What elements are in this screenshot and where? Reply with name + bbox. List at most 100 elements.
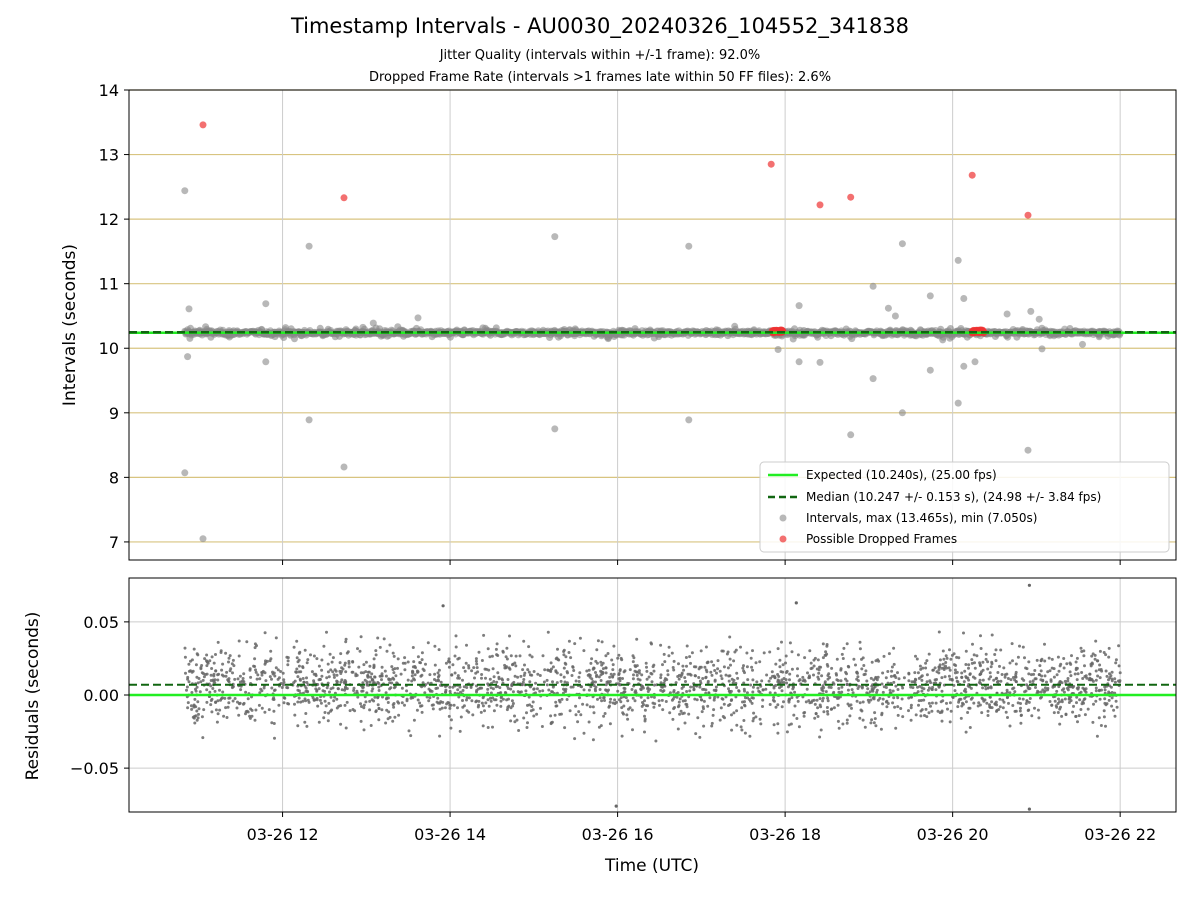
residual-point [776,722,780,726]
residual-point [315,689,319,693]
residual-point [713,669,717,672]
interval-point [610,333,618,340]
residual-point [253,657,257,661]
residual-point [249,675,253,679]
residual-point [920,678,924,682]
residual-point [1066,688,1070,692]
residual-point [948,677,952,681]
residual-point [924,707,928,711]
residual-point [751,719,755,723]
residual-point [1103,697,1107,701]
residual-point [331,670,335,674]
residual-point [255,677,259,681]
residual-point [196,700,200,704]
interval-point [631,325,639,333]
residual-point [210,710,214,714]
residual-point [477,650,481,654]
residual-point [587,720,591,724]
residual-point [778,658,782,662]
residual-point [635,637,639,641]
residual-point [776,647,780,651]
residual-point [585,703,589,707]
legend-intervals-label: Intervals, max (13.465s), min (7.050s) [806,511,1037,525]
residual-point [409,734,413,738]
residual-point [353,709,357,713]
residual-point [653,702,657,706]
residual-point [796,674,799,678]
residual-point [873,717,877,721]
residual-point [590,657,594,661]
residual-point [1091,720,1095,724]
interval-outlier-point [414,314,422,322]
residual-point [749,699,752,703]
residual-point [256,673,260,677]
residual-point [297,658,301,662]
residual-point [1028,687,1032,690]
residual-point [682,668,686,672]
residual-point [522,716,526,720]
residual-point [1034,686,1037,689]
residual-point [562,648,566,652]
residual-point [420,651,424,655]
residual-point [412,718,416,722]
residual-point [869,721,873,725]
residual-point [819,728,823,732]
residual-point [565,698,569,701]
residual-point [263,710,267,714]
residual-point [1091,652,1095,656]
residual-point [803,711,807,714]
residual-point [830,666,834,670]
residual-point [966,711,970,714]
interval-outlier-point [869,282,877,290]
residual-point [706,660,710,664]
residual-point [694,674,697,678]
residual-point [964,730,968,734]
residual-point [749,656,753,660]
residual-point [953,671,957,675]
residual-point [198,690,202,694]
residual-point [826,664,830,668]
residual-point [948,648,951,652]
residual-point [759,722,763,726]
residual-point [1025,683,1029,687]
residual-point [578,696,581,700]
residual-point [637,669,641,673]
residual-point [380,708,384,712]
residual-point [688,655,692,659]
interval-outlier-point [685,242,693,250]
residual-point [927,701,931,705]
residual-point [264,659,267,663]
residual-point [340,670,344,673]
residual-point [1082,649,1086,653]
residual-point [471,713,475,717]
residual-point [304,689,308,693]
residual-point [318,698,322,702]
residual-point [677,704,681,707]
residual-point [631,728,634,732]
residual-point [504,666,508,670]
top-y-axis-label: Intervals (seconds) [60,244,80,406]
residual-point [1099,724,1103,727]
residual-point [597,675,601,679]
residual-point [928,679,932,683]
residual-point [835,696,839,700]
residual-point [224,706,228,710]
residual-point [890,665,894,669]
residual-point [470,669,474,673]
residual-point [971,675,975,679]
residual-point [917,699,921,703]
residual-point [995,676,999,680]
residual-point [1056,655,1060,659]
residual-point [699,649,703,653]
residual-point [746,678,750,682]
residual-point [225,670,229,674]
residual-point [1008,661,1012,665]
residual-point [559,679,563,683]
residual-point [236,677,240,681]
residual-point [1074,715,1078,718]
residual-point [818,735,822,739]
residual-point [693,697,697,701]
residual-point [465,696,469,700]
residual-point [494,698,498,702]
residual-point [315,698,319,702]
